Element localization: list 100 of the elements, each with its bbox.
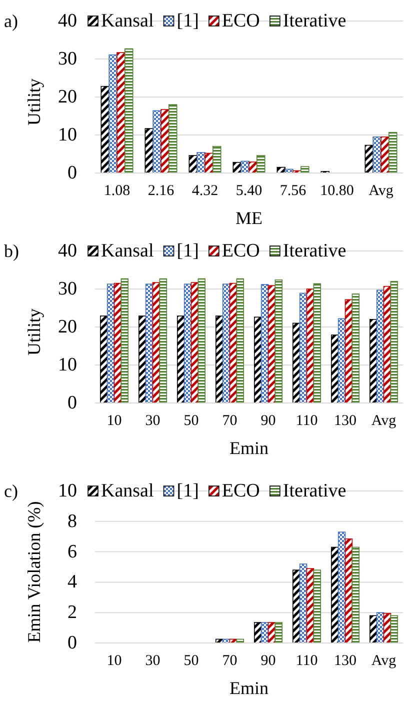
x-tick-label: 50	[184, 413, 199, 429]
x-tick-label: 90	[260, 653, 276, 669]
bar	[330, 546, 339, 644]
legend-label: Kansal	[101, 10, 154, 32]
bar	[344, 299, 353, 404]
x-tick-label: 50	[184, 653, 199, 669]
legend-label: Kansal	[101, 240, 154, 262]
y-axis-title: Emin Violation (%)	[24, 501, 44, 643]
x-tick-label: 130	[334, 653, 356, 669]
y-tick-label: 6	[68, 541, 77, 562]
y-tick-label: 10	[58, 354, 77, 376]
bar	[116, 52, 126, 174]
bar	[352, 294, 360, 404]
bar	[274, 622, 283, 644]
x-tick-label: 70	[222, 653, 238, 669]
bar	[120, 278, 129, 404]
bar	[274, 279, 283, 404]
x-axis-title: Emin	[230, 678, 268, 698]
bar	[256, 155, 266, 174]
legend-label: ECO	[222, 10, 260, 32]
bar	[372, 136, 382, 174]
chart-title: b)	[4, 241, 19, 261]
bar	[390, 615, 398, 644]
bar	[344, 538, 353, 644]
bar	[313, 283, 322, 404]
x-tick-label: Avg	[371, 653, 397, 669]
y-tick-label: 0	[68, 162, 77, 184]
bar	[338, 318, 346, 404]
bar	[100, 316, 108, 404]
y-tick-label: 10	[58, 124, 77, 146]
y-axis-title: Utility	[24, 308, 44, 356]
x-tick-label: 110	[296, 653, 318, 669]
bar	[124, 48, 134, 174]
chart-title: a)	[4, 11, 18, 31]
x-tick-label: 130	[334, 413, 356, 429]
bar	[159, 278, 168, 404]
bar	[376, 290, 384, 404]
bar	[380, 136, 390, 174]
legend-label: ECO	[222, 240, 260, 262]
bar	[145, 284, 154, 404]
x-tick-label: 7.56	[280, 183, 307, 199]
bar	[254, 316, 262, 404]
bar	[388, 132, 398, 174]
x-tick-label: 70	[222, 413, 238, 429]
bar	[108, 54, 118, 174]
x-tick-label: 10	[106, 653, 122, 669]
y-tick-label: 8	[68, 510, 77, 532]
x-tick-label: 30	[145, 653, 160, 669]
y-tick-label: 30	[58, 48, 77, 70]
x-tick-label: 5.40	[236, 183, 262, 199]
x-tick-label: Avg	[371, 413, 397, 429]
x-tick-label: 4.32	[192, 183, 218, 199]
legend-label: Iterative	[282, 10, 346, 32]
bar	[114, 282, 122, 404]
y-tick-label: 2	[68, 602, 77, 624]
y-tick-label: 0	[68, 392, 77, 414]
bar	[260, 284, 269, 404]
legend-label: [1]	[176, 240, 199, 262]
y-tick-label: 0	[68, 632, 77, 654]
bar	[236, 278, 244, 404]
x-tick-label: 1.08	[104, 183, 130, 199]
y-axis-title: Utility	[24, 78, 44, 126]
bar	[212, 146, 222, 174]
bar	[222, 284, 230, 404]
bar	[229, 282, 238, 404]
y-tick-label: 40	[58, 240, 77, 262]
legend-label: [1]	[176, 10, 199, 32]
bar	[176, 316, 185, 404]
bar	[330, 334, 339, 404]
bar	[268, 285, 276, 404]
bar	[292, 570, 300, 644]
bar	[352, 546, 360, 644]
x-tick-label: Avg	[368, 183, 394, 199]
bar	[299, 292, 308, 404]
y-tick-label: 10	[58, 480, 77, 502]
y-tick-label: 40	[58, 10, 77, 32]
bar	[190, 282, 199, 404]
legend-label: [1]	[176, 480, 199, 502]
bar	[106, 284, 115, 404]
x-tick-label: 30	[145, 413, 160, 429]
legend-label: ECO	[222, 480, 260, 502]
legend-label: Iterative	[282, 480, 346, 502]
x-tick-label: 10.80	[320, 183, 354, 199]
y-tick-label: 30	[58, 278, 77, 300]
bar	[152, 282, 160, 404]
y-tick-label: 20	[58, 316, 77, 338]
bar	[138, 316, 146, 404]
bar	[168, 104, 178, 174]
bar	[215, 316, 224, 404]
bar	[369, 319, 378, 404]
x-axis-title: Emin	[230, 438, 268, 458]
x-tick-label: 110	[296, 413, 318, 429]
y-tick-label: 4	[68, 572, 78, 593]
bar	[338, 532, 346, 644]
bar	[198, 278, 206, 404]
bar	[184, 284, 192, 404]
bar	[390, 281, 398, 404]
bar	[383, 286, 392, 404]
bar	[160, 109, 170, 174]
chart-title: c)	[4, 481, 18, 501]
